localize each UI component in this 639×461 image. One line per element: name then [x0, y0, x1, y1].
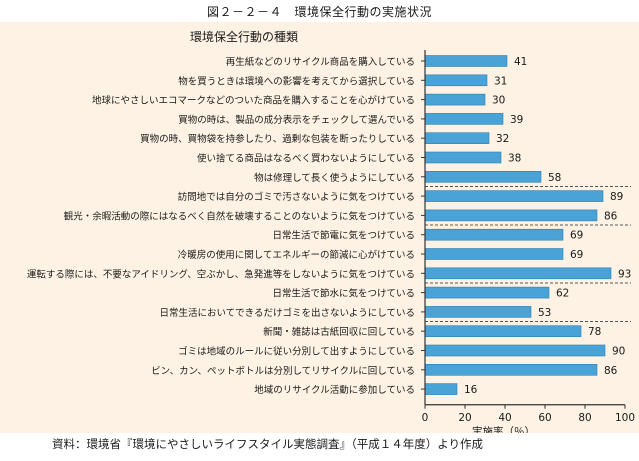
data-label: 89 [610, 191, 623, 203]
data-label: 90 [612, 346, 625, 358]
bar [424, 344, 606, 357]
bar [424, 363, 598, 376]
category-label: 観光・余暇活動の際にはなるべく自然を破壊することのないように気をつけている [64, 210, 415, 222]
data-label: 69 [570, 230, 583, 242]
data-label: 86 [604, 210, 618, 222]
bar [424, 248, 564, 260]
bar [424, 325, 582, 338]
category-label: 地域のリサイクル活動に参加している [254, 384, 415, 396]
category-label: 運転する際には、不要なアイドリング、空ぶかし、急発進等をしないように気をつけてい… [27, 268, 415, 280]
category-label: 買物の時、買物袋を持参したり、過剰な包装を断ったりしている [140, 133, 415, 145]
category-label: 物は修理して長く使うようにしている [254, 172, 415, 184]
data-label: 93 [618, 268, 631, 280]
bar [424, 171, 542, 183]
bar [424, 286, 550, 299]
data-label: 53 [538, 307, 551, 319]
bar [424, 74, 488, 87]
data-label: 16 [464, 384, 478, 396]
category-label: 物を買うときは環境への影響を考えてから選択している [178, 75, 415, 87]
data-label: 62 [556, 288, 569, 300]
bar [424, 383, 458, 395]
data-label: 41 [514, 56, 527, 68]
data-label: 69 [570, 249, 583, 261]
bar [424, 132, 490, 144]
data-label: 58 [548, 172, 561, 184]
figure-title: 図２－２－４ 環境保全行動の実施状況 [206, 5, 432, 19]
x-tick-label: 40 [498, 412, 511, 424]
category-label: 新聞・雑誌は古紙回収に回している [263, 326, 415, 338]
bar [424, 228, 564, 241]
source-note: 資料：環境省『環境にやさしいライフスタイル実態調査』（平成１４年度）より作成 [52, 437, 484, 451]
data-label: 86 [604, 365, 618, 377]
bar [424, 151, 502, 164]
bar [424, 55, 508, 67]
data-label: 30 [492, 95, 505, 107]
category-label: 買物の時は、製品の成分表示をチェックして選んでいる [178, 114, 415, 126]
x-tick-label: 60 [538, 412, 551, 424]
data-label: 32 [496, 133, 509, 145]
data-label: 38 [508, 153, 521, 165]
bar [424, 190, 604, 202]
category-label: 冷暖房の使用に関してエネルギーの節減に心がけている [178, 249, 415, 261]
category-label: 使い捨てる商品はなるべく買わないようにしている [197, 153, 415, 165]
data-label: 78 [588, 326, 601, 338]
category-label: 訪問地では自分のゴミで汚さないように気をつけている [178, 191, 415, 203]
category-label: ゴミは地域のルールに従い分別して出すようにしている [178, 346, 415, 358]
category-label: 再生紙などのリサイクル商品を購入している [226, 56, 415, 68]
x-axis-label: 実施率（％） [472, 425, 535, 433]
chart-panel: 環境保全行動の種類再生紙などのリサイクル商品を購入している 41 物を買うときは環境… [0, 22, 639, 433]
bar [424, 267, 612, 280]
data-label: 31 [494, 75, 507, 87]
x-tick-label: 100 [615, 412, 635, 424]
category-label: 日常生活においてできるだけゴミを出さないようにしている [159, 307, 415, 319]
category-label: 地球にやさしいエコマークなどのついた商品を購入することを心がけている [92, 95, 415, 107]
category-label: 日常生活で節電に気をつけている [272, 230, 415, 242]
x-tick-label: 0 [422, 412, 429, 424]
x-tick-label: 20 [458, 412, 471, 424]
bar [424, 113, 504, 125]
bar [424, 93, 486, 106]
x-tick-label: 80 [578, 412, 591, 424]
category-header: 環境保全行動の種類 [190, 29, 298, 44]
bar [424, 209, 598, 222]
bar [424, 306, 532, 318]
category-label: ビン、カン、ペットボトルは分別してリサイクルに回している [151, 366, 415, 377]
category-label: 日常生活で節水に気をつけている [272, 288, 415, 300]
data-label: 39 [510, 114, 523, 126]
